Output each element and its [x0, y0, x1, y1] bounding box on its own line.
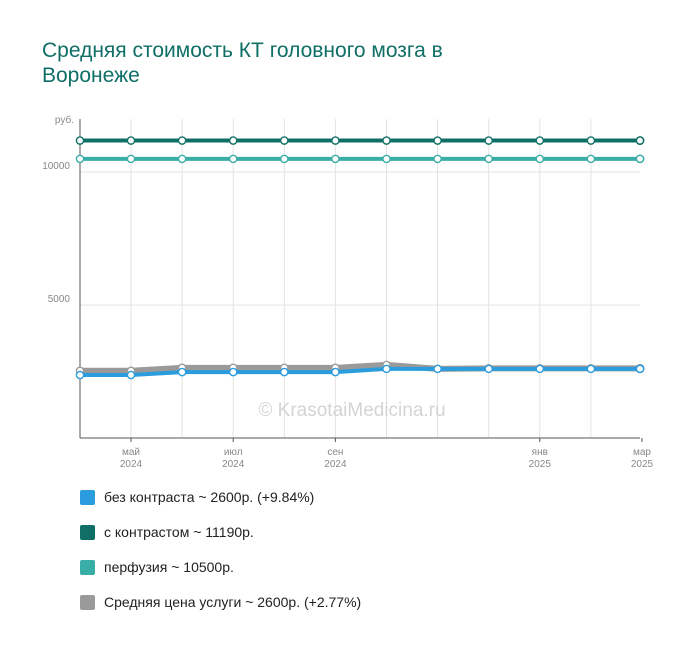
x-tick-label: 2025 — [529, 459, 552, 470]
data-point[interactable] — [279, 154, 289, 164]
data-point[interactable] — [331, 367, 340, 377]
data-point[interactable] — [535, 136, 545, 145]
x-tick-label: 2024 — [222, 459, 245, 470]
legend-item[interactable]: с контрастом ~ 11190р. — [80, 523, 361, 541]
legend-label: Средняя цена услуги ~ 2600р. (+2.77%) — [104, 594, 362, 610]
legend-swatch — [80, 559, 95, 575]
series — [75, 136, 645, 380]
data-point[interactable] — [635, 136, 645, 145]
x-tick-label: 2025 — [631, 459, 654, 470]
data-point[interactable] — [586, 364, 596, 374]
data-point[interactable] — [635, 154, 645, 164]
data-point[interactable] — [382, 136, 391, 145]
x-tick-label: янв — [532, 447, 548, 458]
y-tick-label: 5000 — [48, 294, 71, 305]
data-point[interactable] — [228, 136, 238, 145]
data-point[interactable] — [126, 136, 136, 145]
data-point[interactable] — [177, 367, 187, 377]
y-tick-labels: 5000 10000 — [42, 161, 70, 305]
x-tick-label: 2024 — [324, 459, 347, 470]
legend-item[interactable]: Средняя цена услуги ~ 2600р. (+2.77%) — [80, 593, 361, 611]
data-point[interactable] — [535, 364, 545, 374]
data-point[interactable] — [382, 364, 391, 374]
x-tick-label: 2024 — [120, 459, 143, 470]
x-tick-labels: май2024июл2024сен2024янв2025мар2025май20… — [120, 438, 654, 470]
data-point[interactable] — [635, 364, 645, 374]
legend-label: без контраста ~ 2600р. (+9.84%) — [104, 489, 315, 505]
y-axis-label: руб. — [55, 114, 74, 126]
data-point[interactable] — [586, 154, 596, 164]
data-point[interactable] — [177, 136, 187, 145]
data-point[interactable] — [177, 154, 187, 164]
data-point[interactable] — [586, 136, 596, 145]
legend-swatch — [80, 524, 95, 540]
data-point[interactable] — [75, 136, 85, 145]
data-point[interactable] — [433, 364, 442, 374]
legend-item[interactable]: без контраста ~ 2600р. (+9.84%) — [80, 488, 361, 506]
data-point[interactable] — [279, 136, 289, 145]
data-point[interactable] — [331, 136, 340, 145]
watermark: © KrasotaiMedicina.ru — [258, 400, 445, 421]
data-point[interactable] — [484, 364, 494, 374]
data-point[interactable] — [484, 154, 494, 164]
data-point[interactable] — [228, 367, 238, 377]
data-point[interactable] — [433, 154, 442, 164]
legend-item[interactable]: перфузия ~ 10500р. — [80, 558, 361, 576]
data-point[interactable] — [75, 370, 85, 380]
legend-swatch — [80, 594, 95, 610]
data-point[interactable] — [433, 136, 442, 145]
data-point[interactable] — [228, 154, 238, 164]
x-tick-label: мар — [633, 447, 651, 458]
legend-swatch — [80, 489, 95, 505]
series-line — [78, 366, 642, 377]
x-tick-label: июл — [224, 447, 243, 458]
data-point[interactable] — [126, 370, 136, 380]
legend-label: с контрастом ~ 11190р. — [104, 524, 254, 540]
chart-title: Средняя стоимость КТ головного мозга в В… — [42, 39, 443, 87]
data-point[interactable] — [535, 154, 545, 164]
y-tick-label: 10000 — [42, 161, 70, 172]
data-point[interactable] — [331, 154, 340, 164]
legend-label: перфузия ~ 10500р. — [104, 559, 234, 575]
legend: без контраста ~ 2600р. (+9.84%) с контра… — [80, 488, 361, 628]
x-tick-label: сен — [327, 447, 343, 458]
data-point[interactable] — [126, 154, 136, 164]
grid — [79, 119, 640, 439]
x-tick-label: май — [122, 447, 140, 458]
data-point[interactable] — [484, 136, 494, 145]
data-point[interactable] — [382, 154, 391, 164]
data-point[interactable] — [75, 154, 85, 164]
data-point[interactable] — [279, 367, 289, 377]
